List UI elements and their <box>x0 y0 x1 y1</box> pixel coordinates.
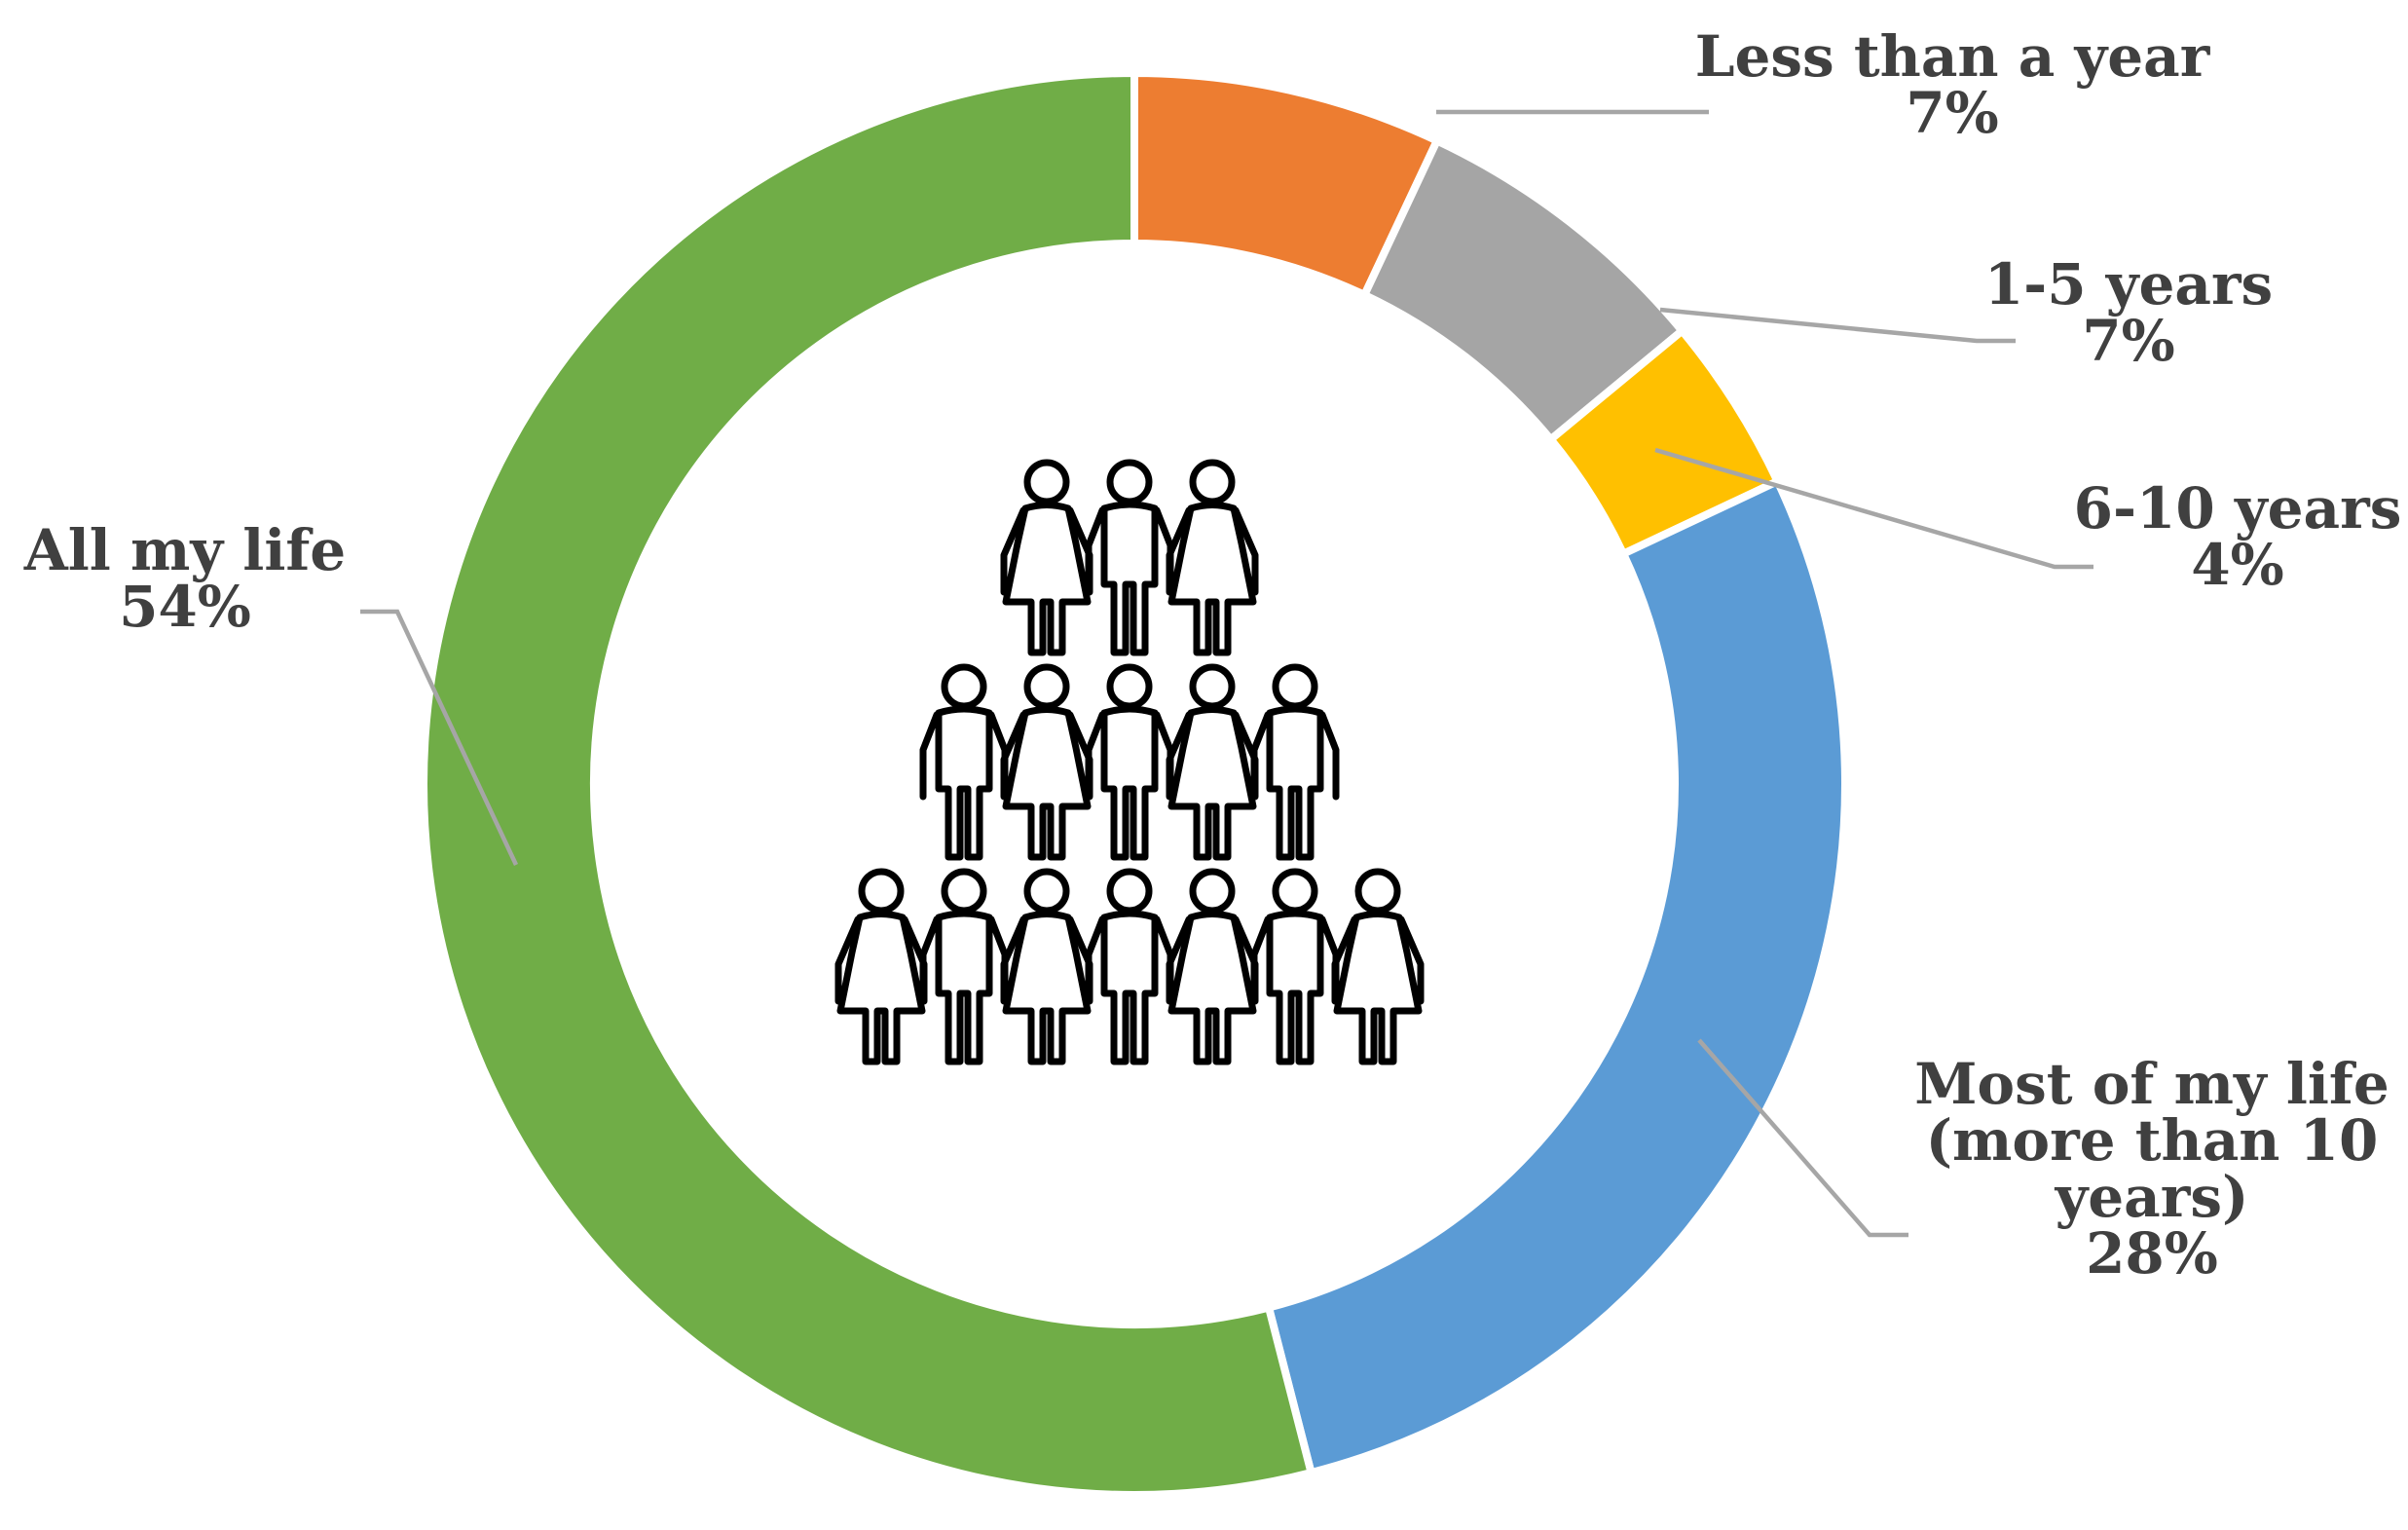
woman-icon <box>1166 459 1259 656</box>
slice-category-label: Less than a year <box>1695 23 2211 90</box>
woman-icon <box>1000 459 1093 656</box>
leader-line-1 <box>1659 307 2016 344</box>
slice-value-label: 4% <box>2191 532 2283 598</box>
slice-category-label: 1-5 years <box>1984 251 2273 317</box>
woman-icon <box>1000 663 1093 861</box>
man-icon <box>919 663 1009 861</box>
slice-category-label: years) <box>2055 1164 2249 1230</box>
leader-line-2 <box>1654 447 2093 570</box>
slice-category-label: 6-10 years <box>2074 475 2402 541</box>
leader-line-4 <box>360 609 519 866</box>
man-icon <box>1085 459 1174 656</box>
man-icon <box>919 868 1009 1065</box>
man-icon <box>1085 868 1174 1065</box>
leader-line-3 <box>1697 1038 1908 1238</box>
man-icon <box>1085 663 1174 861</box>
woman-icon <box>1331 868 1425 1065</box>
leader-lines <box>360 109 2093 1238</box>
slice-label-0: Less than a year 7% <box>1695 23 2211 146</box>
slice-label-4: All my life 54% <box>23 517 346 640</box>
slice-value-label: 54% <box>119 574 251 640</box>
slice-category-label: (more than 10 <box>1926 1107 2379 1174</box>
woman-icon <box>1166 868 1259 1065</box>
woman-icon <box>1166 663 1259 861</box>
woman-icon <box>834 868 928 1065</box>
slice-labels: Less than a year 7%1-5 years 7%6-10 years 4… <box>23 23 2402 1287</box>
man-icon <box>1250 868 1340 1065</box>
slice-value-label: 7% <box>1906 80 1998 146</box>
slice-label-3: Most of my life (more than 10 years) 28% <box>1914 1051 2389 1287</box>
donut-slice-3 <box>1264 475 1849 1477</box>
slice-value-label: 28% <box>2086 1220 2218 1287</box>
slice-label-1: 1-5 years 7% <box>1984 251 2273 374</box>
slice-category-label: All my life <box>23 517 346 583</box>
slice-value-label: 7% <box>2082 308 2174 374</box>
slice-label-2: 6-10 years 4% <box>2074 475 2402 598</box>
donut-slices <box>420 68 1849 1499</box>
donut-slice-4 <box>420 68 1316 1499</box>
slice-category-label: Most of my life <box>1914 1051 2389 1117</box>
woman-icon <box>1000 868 1093 1065</box>
people-group-icon <box>834 459 1425 1065</box>
man-icon <box>1250 663 1340 861</box>
